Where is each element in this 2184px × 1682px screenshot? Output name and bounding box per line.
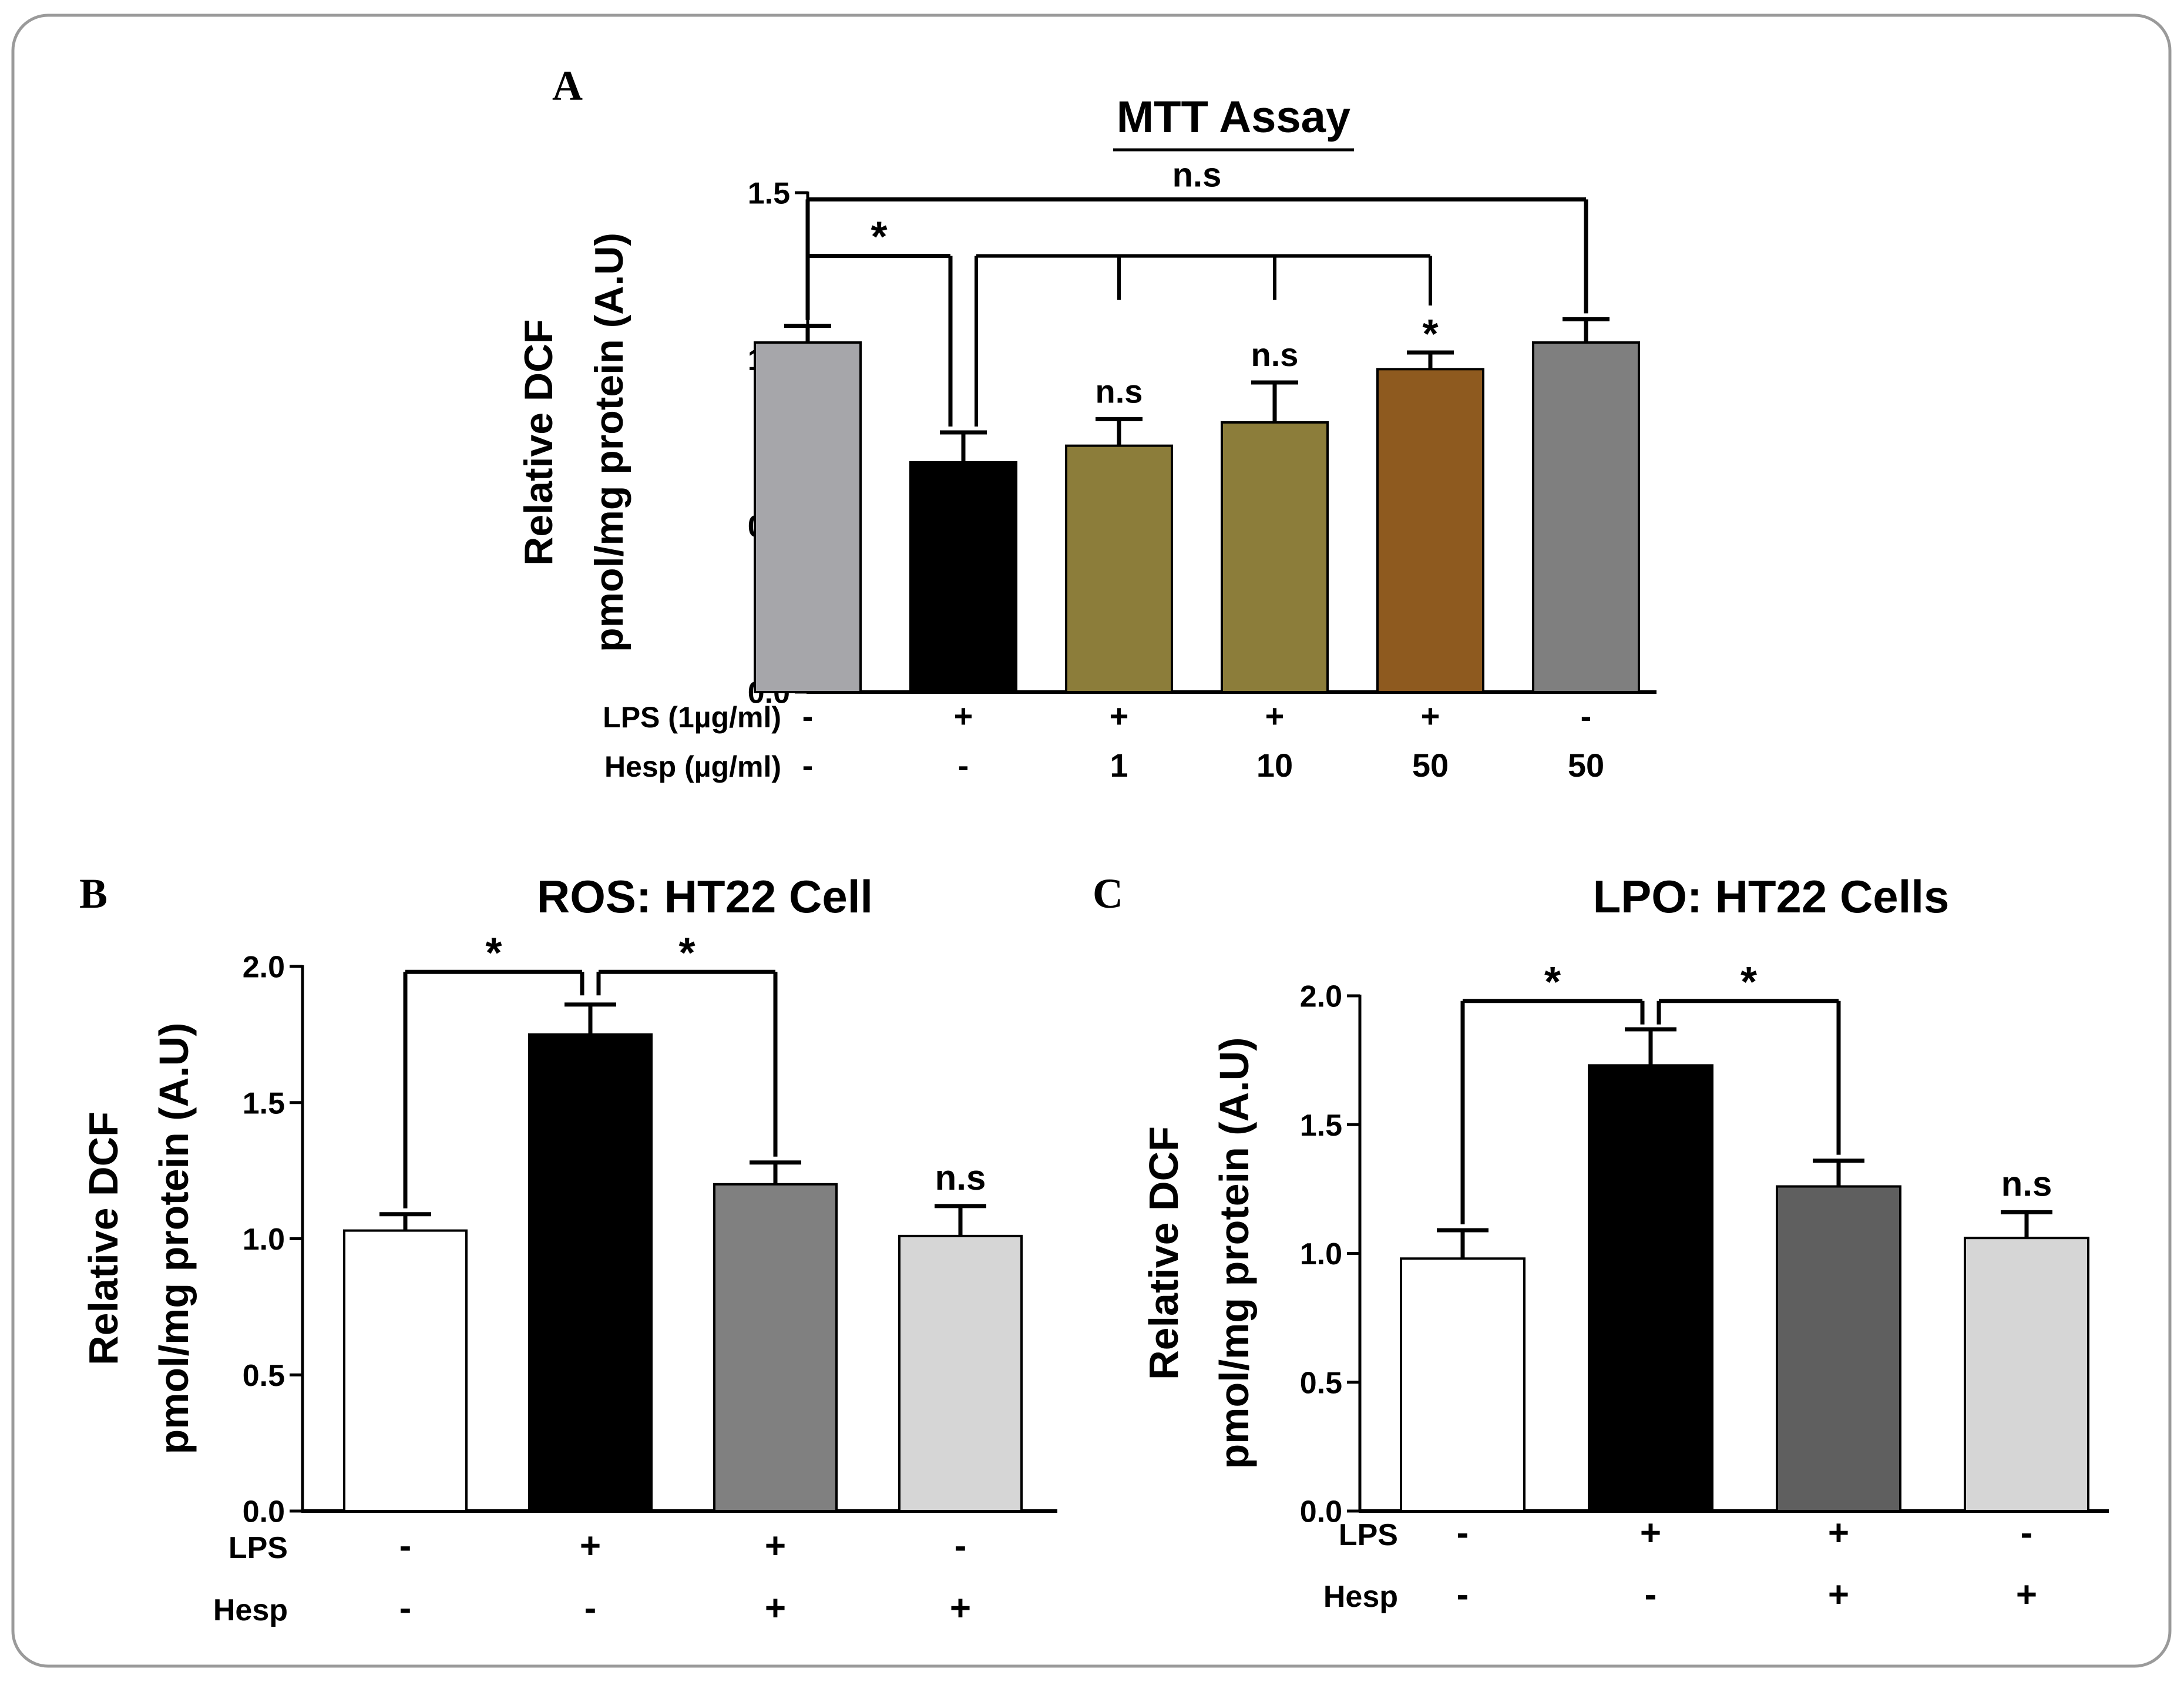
panel-c-condition-value: +	[1640, 1513, 1661, 1553]
panel-a-condition-value: 50	[1412, 747, 1449, 784]
panel-b-ylabel-line1: Relative DCF	[80, 1112, 126, 1365]
panel-c-letter: C	[1093, 870, 1123, 917]
panel-c-condition-value: +	[2016, 1574, 2037, 1615]
panel-a-bracket-label: n.s	[1172, 156, 1222, 194]
panel-a-condition-value: +	[954, 697, 973, 734]
panel-b-condition-value: +	[580, 1526, 601, 1566]
panel-a-condition-value: -	[802, 697, 814, 734]
panel-c-ytick-label: 1.5	[1300, 1109, 1342, 1143]
panel-c-bar	[1776, 1185, 1901, 1512]
panel-c-title: LPO: HT22 Cells	[1593, 871, 1950, 922]
panel-a-bar	[909, 461, 1017, 693]
panel-b-condition-value: +	[765, 1588, 786, 1629]
panel-c-ytick-label: 0.0	[1300, 1495, 1342, 1529]
panel-a-condition-label: Hesp (µg/ml)	[604, 750, 781, 783]
panel-c-ylabel-line2: pmol/mg protein (A.U)	[1211, 1038, 1257, 1469]
panel-c-bar	[1964, 1237, 2089, 1512]
panel-a-ylabel-line1: Relative DCF	[516, 319, 561, 565]
panel-b-ytick-label: 1.5	[243, 1086, 285, 1120]
panel-b-condition-value: +	[950, 1588, 971, 1629]
panel-b-bar	[898, 1234, 1023, 1512]
panel-a-condition-value: 10	[1256, 747, 1293, 784]
panel-a-bar	[1221, 421, 1329, 693]
panel-c-ylabel-line1: Relative DCF	[1141, 1126, 1187, 1380]
panel-a-significance-label: n.s	[1251, 336, 1299, 373]
panel-b-condition-value: +	[765, 1526, 786, 1566]
panel-c-bracket-label: *	[1741, 959, 1757, 1006]
panel-a-condition-value: -	[1581, 697, 1592, 734]
panel-b-ytick-label: 0.5	[243, 1359, 285, 1393]
panel-a-condition-value: +	[1110, 697, 1129, 734]
panel-c-bar	[1400, 1257, 1526, 1513]
panel-c-chart: C LPO: HT22 Cells Relative DCF pmol/mg prot…	[1093, 870, 2109, 1615]
panel-c-condition-value: +	[1828, 1513, 1849, 1553]
panel-b-ytick-label: 0.0	[243, 1495, 285, 1529]
panel-b-ytick-label: 1.0	[243, 1223, 285, 1257]
panel-b-bar	[528, 1033, 653, 1512]
panel-c-condition-label: Hesp	[1323, 1580, 1398, 1614]
panel-b-condition-value: -	[584, 1588, 597, 1629]
panel-a-condition-value: +	[1421, 697, 1440, 734]
panel-a-significance-label: *	[1422, 311, 1439, 357]
panel-a-condition-label: LPS (1µg/ml)	[603, 701, 781, 734]
panel-b-significance-label: n.s	[935, 1158, 986, 1197]
panel-a-significance-label: n.s	[1096, 372, 1143, 409]
panel-b-condition-value: -	[399, 1526, 412, 1566]
panel-b-chart: B ROS: HT22 Cell Relative DCF pmol/mg prote…	[79, 870, 1057, 1629]
panel-c-condition-value: -	[1645, 1574, 1657, 1615]
panel-c-significance-label: n.s	[2001, 1164, 2052, 1203]
panel-c-ytick-label: 2.0	[1300, 980, 1342, 1014]
panel-b-condition-value: -	[399, 1588, 412, 1629]
panel-c-ytick-label: 0.5	[1300, 1366, 1342, 1400]
panel-c-condition-label: LPS	[1339, 1518, 1398, 1552]
panel-c-condition-value: -	[2021, 1513, 2033, 1553]
panel-b-condition-value: -	[955, 1526, 967, 1566]
panel-a-condition-value: 50	[1568, 747, 1604, 784]
panel-a-title: MTT Assay	[1117, 92, 1350, 142]
panel-b-letter: B	[79, 870, 107, 917]
panel-a-condition-value: +	[1265, 697, 1285, 734]
panel-b-ylabel-line2: pmol/mg protein (A.U)	[151, 1023, 197, 1455]
panel-a-letter: A	[552, 62, 583, 109]
panel-b-bracket-label: *	[485, 929, 502, 976]
panel-b-ytick-label: 2.0	[243, 951, 285, 985]
panel-a-condition-value: 1	[1110, 747, 1128, 784]
panel-a-ytick-label: 1.5	[748, 177, 790, 211]
panel-a-condition-value: -	[958, 747, 969, 784]
panel-a-bar	[1532, 341, 1640, 693]
panel-a-bracket-label: *	[871, 214, 887, 261]
panel-b-condition-label: Hesp	[213, 1593, 288, 1627]
panel-a-bar	[1065, 444, 1173, 694]
panel-a-bar	[1376, 368, 1484, 693]
panel-c-condition-value: +	[1828, 1574, 1849, 1615]
panel-c-bracket-label: *	[1544, 959, 1561, 1006]
panel-a-chart: A MTT Assay Relative DCF pmol/mg protein (A…	[516, 62, 1657, 784]
panel-b-bar	[343, 1229, 468, 1512]
panel-b-bracket-label: *	[678, 929, 695, 976]
panel-a-ylabel-line2: pmol/mg protein (A.U)	[587, 233, 631, 652]
panel-b-condition-label: LPS	[229, 1531, 288, 1565]
panel-b-bar	[713, 1183, 838, 1513]
panel-c-condition-value: -	[1457, 1574, 1469, 1615]
panel-a-bar	[754, 341, 862, 693]
panel-a-condition-value: -	[802, 747, 814, 784]
panel-c-ytick-label: 1.0	[1300, 1237, 1342, 1271]
panel-c-condition-value: -	[1457, 1513, 1469, 1553]
panel-c-bar	[1588, 1064, 1713, 1512]
panel-b-title: ROS: HT22 Cell	[537, 871, 873, 922]
